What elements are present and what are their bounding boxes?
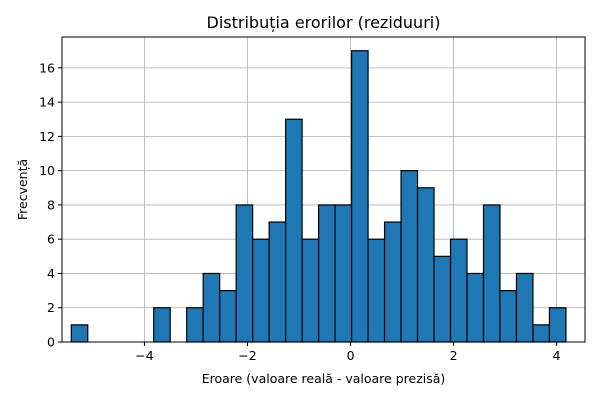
histogram-bar	[334, 204, 353, 343]
histogram-bar	[548, 307, 567, 343]
histogram-bar	[449, 238, 468, 343]
y-tick-label: 16	[39, 60, 55, 75]
histogram-bar	[532, 324, 551, 343]
histogram-bar	[219, 289, 237, 343]
x-tick-label: 0	[347, 348, 355, 363]
histogram-bar	[301, 238, 320, 343]
histogram-bar	[153, 307, 171, 343]
histogram-bar	[515, 272, 534, 343]
x-tick-label: 2	[450, 348, 458, 363]
y-tick-label: 12	[39, 129, 55, 144]
y-tick-label: 6	[47, 232, 55, 247]
y-tick-label: 2	[47, 300, 55, 315]
axis-ticks: −4 −2 0 2 4 0 2 4 6 8 10 12 14 16	[39, 60, 561, 363]
histogram-bar	[285, 118, 303, 343]
histogram-bar	[350, 50, 369, 343]
bars	[70, 50, 567, 343]
y-tick-label: 0	[47, 335, 55, 350]
chart-title: Distribuția erorilor (reziduuri)	[207, 13, 441, 32]
histogram-bar	[367, 238, 386, 343]
histogram-bar	[252, 238, 270, 343]
histogram-bar	[202, 272, 221, 343]
histogram-bar	[268, 221, 287, 343]
histogram-bar	[70, 324, 89, 343]
histogram-bar	[416, 187, 435, 343]
histogram-bar	[383, 221, 402, 343]
y-tick-label: 8	[47, 197, 55, 212]
histogram-bar	[499, 289, 518, 343]
y-tick-label: 4	[47, 266, 55, 281]
histogram-bar	[235, 204, 254, 343]
histogram-bar	[318, 204, 336, 343]
x-tick-label: −4	[135, 348, 153, 363]
histogram-bar	[186, 307, 204, 343]
x-tick-label: 4	[553, 348, 561, 363]
y-tick-label: 10	[39, 163, 55, 178]
x-axis-label: Eroare (valoare reală - valoare prezisă)	[202, 371, 446, 386]
histogram-bar	[466, 272, 485, 343]
histogram-bar	[433, 255, 452, 343]
y-axis-label: Frecvență	[15, 159, 30, 220]
y-tick-label: 14	[39, 95, 55, 110]
histogram-bar	[482, 204, 501, 343]
plot-frame	[61, 36, 586, 343]
histogram-bar	[400, 170, 419, 343]
x-tick-label: −2	[238, 348, 256, 363]
